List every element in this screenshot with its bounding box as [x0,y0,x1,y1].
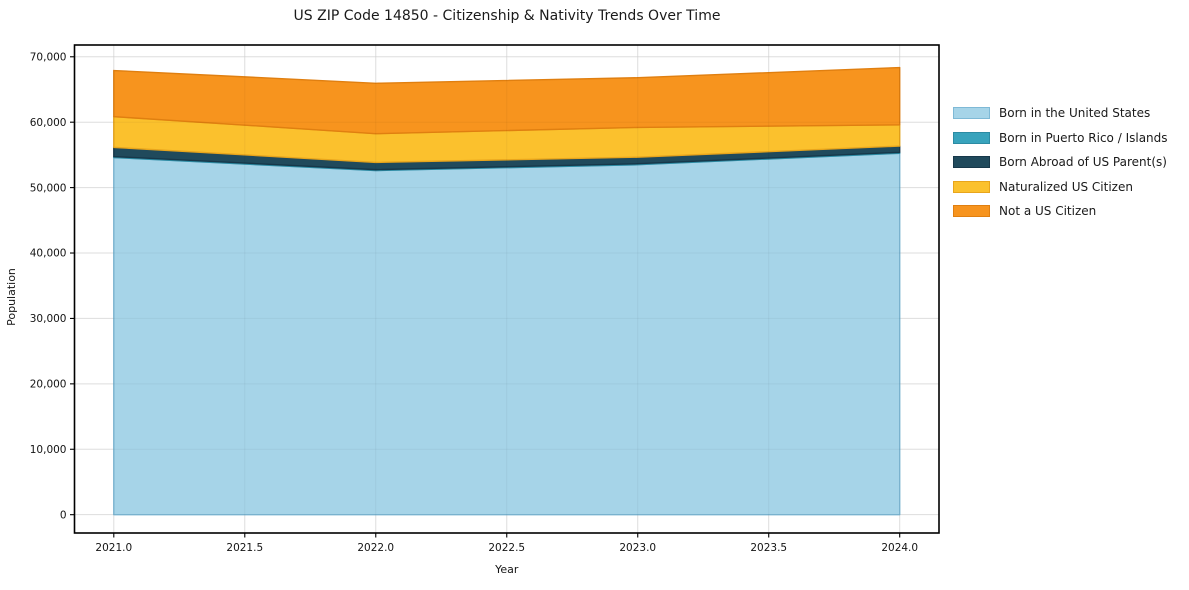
svg-text:2023.5: 2023.5 [750,542,787,554]
svg-text:40,000: 40,000 [30,248,67,260]
svg-text:2023.0: 2023.0 [619,542,656,554]
svg-text:2022.5: 2022.5 [488,542,525,554]
svg-text:50,000: 50,000 [30,182,67,194]
legend-swatch [953,107,990,120]
gridlines-overlay [74,45,939,533]
axis-labels: Year Population [5,268,519,576]
legend-label: Naturalized US Citizen [999,179,1133,194]
chart-title: US ZIP Code 14850 - Citizenship & Nativi… [293,8,721,24]
svg-text:60,000: 60,000 [30,117,67,129]
svg-text:2024.0: 2024.0 [881,542,918,554]
legend-label: Born in Puerto Rico / Islands [999,130,1168,145]
legend-entry: Not a US Citizen [953,199,1168,224]
legend-swatch [953,131,990,144]
legend-entry: Naturalized US Citizen [953,175,1168,200]
svg-text:20,000: 20,000 [30,379,67,391]
svg-text:10,000: 10,000 [30,444,67,456]
svg-text:30,000: 30,000 [30,313,67,325]
legend-label: Born in the United States [999,106,1151,121]
legend-swatch [953,156,990,169]
legend-entry: Born in the United States [953,101,1168,126]
legend-label: Born Abroad of US Parent(s) [999,155,1167,170]
area-band-4 [113,66,901,135]
legend: Born in the United States Born in Puerto… [953,101,1168,224]
svg-text:70,000: 70,000 [30,51,67,63]
legend-swatch [953,180,990,193]
svg-text:2021.0: 2021.0 [95,542,132,554]
y-axis-label: Population [5,268,18,326]
svg-text:2021.5: 2021.5 [226,542,263,554]
legend-entry: Born in Puerto Rico / Islands [953,126,1168,151]
legend-swatch [953,205,990,218]
svg-text:0: 0 [60,509,67,521]
axis-ticks: 0 10,000 20,000 30,000 40,000 50,000 60,000 70,… [30,51,918,554]
area-series [113,66,901,516]
legend-entry: Born Abroad of US Parent(s) [953,150,1168,175]
svg-text:2022.0: 2022.0 [357,542,394,554]
legend-label: Not a US Citizen [999,204,1097,219]
x-axis-label: Year [494,563,519,576]
